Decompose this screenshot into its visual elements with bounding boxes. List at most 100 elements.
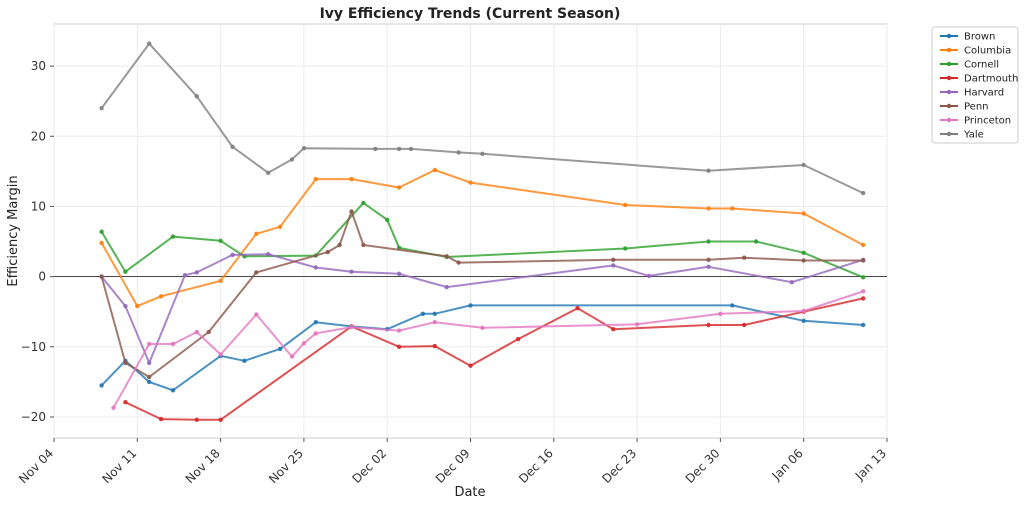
legend-swatch-marker xyxy=(946,47,952,53)
legend-label: Penn xyxy=(964,102,989,113)
series-cornell xyxy=(99,200,866,280)
data-point-dartmouth xyxy=(218,417,223,422)
series-penn xyxy=(99,209,866,380)
data-point-penn xyxy=(801,258,806,263)
data-point-yale xyxy=(801,162,806,168)
data-point-dartmouth xyxy=(742,322,747,328)
data-point-princeton xyxy=(801,308,806,314)
data-point-columbia xyxy=(158,294,164,299)
data-point-princeton xyxy=(289,354,295,359)
data-point-princeton xyxy=(634,322,640,327)
legend: Brown Columbia Cornell Dartmouth Harvard Penn… xyxy=(931,26,1019,144)
data-point-yale xyxy=(408,146,414,152)
data-point-penn xyxy=(337,242,342,248)
data-point-penn xyxy=(742,255,747,260)
data-point-princeton xyxy=(480,325,485,330)
series-lines xyxy=(99,41,866,422)
data-point-columbia xyxy=(99,240,104,246)
data-point-brown xyxy=(99,383,104,388)
data-point-yale xyxy=(480,151,485,156)
data-point-dartmouth xyxy=(861,296,866,301)
data-point-dartmouth xyxy=(158,416,164,422)
data-point-penn xyxy=(861,258,866,263)
legend-label: Columbia xyxy=(964,46,1011,57)
data-point-dartmouth xyxy=(515,336,521,342)
data-point-penn xyxy=(206,329,211,335)
legend-swatch-marker xyxy=(946,75,952,81)
data-point-brown xyxy=(170,388,176,393)
legend-label: Yale xyxy=(963,130,984,141)
data-point-brown xyxy=(242,358,247,363)
data-point-yale xyxy=(396,146,402,152)
data-point-cornell xyxy=(361,200,366,206)
legend-items: Brown Columbia Cornell Dartmouth Harvard Penn… xyxy=(940,32,1018,141)
data-point-dartmouth xyxy=(611,327,616,332)
data-point-harvard xyxy=(313,265,318,270)
data-point-princeton xyxy=(301,341,307,346)
series-yale xyxy=(99,41,866,196)
x-axis-label: Date xyxy=(454,485,485,500)
series-princeton xyxy=(111,289,866,410)
data-point-columbia xyxy=(313,176,318,182)
data-point-yale xyxy=(861,190,866,196)
y-tick-label: 30 xyxy=(31,59,46,73)
data-point-columbia xyxy=(254,231,259,236)
data-point-columbia xyxy=(706,206,711,211)
data-point-brown xyxy=(730,303,735,308)
data-point-yale xyxy=(147,41,152,46)
data-point-harvard xyxy=(147,360,152,366)
data-point-harvard xyxy=(182,273,188,278)
legend-label: Cornell xyxy=(964,60,999,71)
legend-item-princeton: Princeton xyxy=(940,116,1011,127)
data-point-yale xyxy=(289,157,295,162)
data-point-brown xyxy=(801,318,806,323)
grid-lines xyxy=(53,24,888,438)
data-point-columbia xyxy=(277,224,283,229)
data-point-columbia xyxy=(801,211,806,216)
legend-label: Dartmouth xyxy=(964,74,1018,85)
data-point-dartmouth xyxy=(123,400,128,405)
data-point-harvard xyxy=(123,303,128,309)
data-point-yale xyxy=(456,150,461,155)
data-point-cornell xyxy=(218,238,223,243)
data-point-cornell xyxy=(170,234,176,239)
data-point-penn xyxy=(123,360,128,366)
series-harvard xyxy=(99,252,866,366)
data-point-columbia xyxy=(135,303,140,309)
data-point-brown xyxy=(861,322,866,328)
legend-item-penn: Penn xyxy=(940,102,989,113)
legend-item-harvard: Harvard xyxy=(940,88,1004,99)
legend-label: Harvard xyxy=(964,88,1004,99)
data-point-brown xyxy=(313,320,318,325)
data-point-penn xyxy=(349,209,354,214)
y-tick-label: 10 xyxy=(31,199,46,213)
data-point-columbia xyxy=(623,202,628,208)
data-point-princeton xyxy=(861,289,866,294)
y-axis-label: Efficiency Margin xyxy=(6,175,21,286)
legend-item-brown: Brown xyxy=(940,32,995,43)
data-point-harvard xyxy=(194,270,199,275)
data-point-dartmouth xyxy=(432,343,437,349)
data-point-harvard xyxy=(266,252,271,257)
data-point-cornell xyxy=(123,269,128,274)
series-brown xyxy=(99,303,866,393)
data-point-columbia xyxy=(468,180,473,185)
data-point-columbia xyxy=(861,242,866,248)
legend-swatch-marker xyxy=(946,103,952,109)
data-point-cornell xyxy=(753,239,759,244)
data-point-harvard xyxy=(444,284,449,290)
data-point-harvard xyxy=(396,271,402,276)
data-point-penn xyxy=(456,260,461,265)
data-point-princeton xyxy=(194,329,199,335)
series-line-harvard xyxy=(100,253,864,364)
data-point-brown xyxy=(147,379,152,385)
data-point-columbia xyxy=(218,278,223,283)
data-point-dartmouth xyxy=(706,322,711,328)
data-point-columbia xyxy=(349,176,354,182)
y-tick-label: −20 xyxy=(21,410,46,424)
legend-item-cornell: Cornell xyxy=(940,60,999,71)
data-point-yale xyxy=(266,170,271,175)
data-point-yale xyxy=(706,168,711,173)
data-point-cornell xyxy=(623,246,628,251)
